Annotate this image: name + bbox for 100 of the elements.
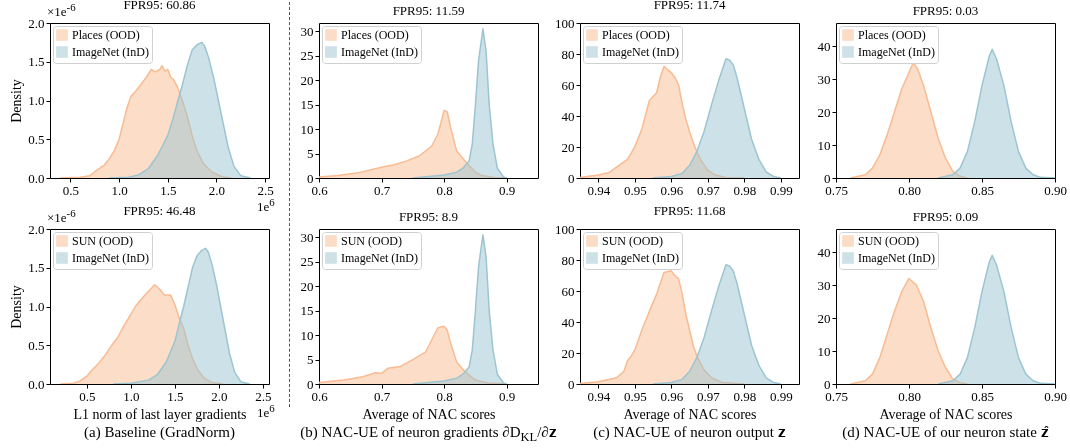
x-tick-label: 2.0 <box>208 182 226 198</box>
chart-title: FPR95: 11.59 <box>392 3 465 18</box>
x-tick-label: 0.94 <box>587 182 611 198</box>
legend-label: ImageNet (InD) <box>858 251 935 265</box>
chart-title: FPR95: 0.03 <box>912 3 979 18</box>
x-tick-label: 1.0 <box>123 388 140 404</box>
text: 1e$^{6}$ <box>257 196 275 216</box>
x-tick-label: 1.5 <box>167 388 184 404</box>
legend-label: SUN (OOD) <box>341 234 402 248</box>
legend-label: SUN (OOD) <box>602 234 663 248</box>
x-tick-label: 0.6 <box>311 388 329 404</box>
chart-title: FPR95: 60.86 <box>123 0 197 12</box>
y-tick-label: 0.0 <box>28 376 45 392</box>
y-tick-label: 80 <box>561 46 575 62</box>
x-tick-label: 2.5 <box>255 388 272 404</box>
chart-title: FPR95: 46.48 <box>123 203 196 218</box>
x-tick-label: 0.9 <box>499 182 516 198</box>
y-tick-label: 5 <box>307 146 314 162</box>
y-tick-label: 60 <box>561 283 575 299</box>
y-tick-label: 0.0 <box>28 170 45 186</box>
x-tick-label: 0.6 <box>311 182 329 198</box>
y-tick-label: 100 <box>555 15 575 31</box>
x-tick-label: 0.97 <box>696 388 721 404</box>
y-tick-label: 30 <box>817 71 831 87</box>
y-tick-label: 2.0 <box>28 15 45 31</box>
y-tick-label: 1.0 <box>28 93 45 108</box>
y-tick-label: 20 <box>300 278 314 294</box>
y-tick-label: 30 <box>300 23 314 39</box>
y-tick-label: 2.0 <box>28 221 45 237</box>
legend-label: Places (OOD) <box>602 28 670 42</box>
y-tick-label: 40 <box>817 244 831 260</box>
y-axis-title: Density <box>9 79 25 123</box>
legend-label: ImageNet (InD) <box>341 45 418 59</box>
x-tick-label: 0.85 <box>971 182 994 198</box>
legend-label: ImageNet (InD) <box>341 251 418 265</box>
legend-label: ImageNet (InD) <box>602 251 679 265</box>
x-tick-label: 0.5 <box>62 182 80 198</box>
y-tick-label: 20 <box>561 345 575 361</box>
x-tick-label: 2.5 <box>257 182 274 198</box>
legend-label: Places (OOD) <box>858 28 926 42</box>
x-tick-label: 0.7 <box>373 182 391 198</box>
y-tick-label: 0 <box>568 376 575 392</box>
chart-title: FPR95: 0.09 <box>912 209 979 224</box>
y-tick-label: 40 <box>561 314 575 330</box>
legend-label: ImageNet (InD) <box>72 251 149 265</box>
y-tick-label: 10 <box>300 327 314 343</box>
x-tick-label: 0.98 <box>733 182 757 198</box>
text: ×1e$^{-6}$ <box>47 207 76 227</box>
y-tick-label: 0 <box>568 170 575 186</box>
x-tick-label: 0.97 <box>696 182 721 198</box>
y-tick-label: 60 <box>561 77 575 93</box>
chart-title: FPR95: 11.68 <box>653 203 726 218</box>
x-axis-title: Average of NAC scores <box>623 406 757 422</box>
x-tick-label: 0.99 <box>769 182 793 198</box>
legend-label: SUN (OOD) <box>72 234 133 248</box>
y-tick-label: 100 <box>555 221 575 237</box>
y-tick-label: 10 <box>300 121 314 137</box>
x-tick-label: 0.99 <box>769 388 793 404</box>
y-tick-label: 30 <box>300 229 314 245</box>
x-axis-title: Average of NAC scores <box>362 406 496 422</box>
text: 1e$^{6}$ <box>257 402 275 422</box>
y-tick-label: 10 <box>817 343 831 359</box>
chart-title: FPR95: 8.9 <box>398 209 459 224</box>
text: (c) NAC-UE of neuron output 𝐳 <box>592 424 787 441</box>
x-tick-label: 1.0 <box>111 182 128 198</box>
x-tick-label: 0.95 <box>623 182 647 198</box>
x-tick-label: 0.98 <box>733 388 757 404</box>
legend-label: SUN (OOD) <box>858 234 919 248</box>
legend-label: ImageNet (InD) <box>72 45 149 59</box>
text: (b) NAC-UE of neuron gradients ∂D$_{KL}$/∂𝐳 <box>299 424 558 445</box>
y-tick-label: 0 <box>307 376 314 392</box>
y-tick-label: 20 <box>561 139 575 155</box>
y-tick-label: 15 <box>300 303 314 319</box>
y-tick-label: 0 <box>307 170 314 186</box>
x-tick-label: 0.96 <box>660 388 684 404</box>
y-tick-label: 80 <box>561 252 575 268</box>
y-tick-label: 1.0 <box>28 299 45 314</box>
x-tick-label: 0.9 <box>499 388 516 404</box>
y-tick-label: 5 <box>307 352 314 368</box>
x-tick-label: 0.90 <box>1044 182 1067 198</box>
y-tick-label: 30 <box>817 277 831 293</box>
y-tick-label: 40 <box>817 38 831 54</box>
y-tick-label: 1.5 <box>28 260 45 276</box>
x-axis-title: L1 norm of last layer gradients <box>73 406 247 422</box>
legend-label: ImageNet (InD) <box>602 45 679 59</box>
x-tick-label: 1.5 <box>160 182 177 198</box>
y-tick-label: 15 <box>300 97 314 113</box>
x-tick-label: 0.5 <box>79 388 96 404</box>
legend-label: Places (OOD) <box>72 28 140 42</box>
x-tick-label: 0.96 <box>660 182 684 198</box>
text: ×1e$^{-6}$ <box>47 1 76 21</box>
x-tick-label: 0.8 <box>436 182 453 198</box>
x-tick-label: 0.80 <box>898 388 921 404</box>
y-tick-label: 1.5 <box>28 54 45 70</box>
legend-label: Places (OOD) <box>341 28 409 42</box>
x-axis-title: Average of NAC scores <box>879 406 1013 422</box>
y-tick-label: 20 <box>817 104 831 120</box>
text: (a) Baseline (GradNorm) <box>83 424 236 441</box>
x-tick-label: 0.90 <box>1044 388 1067 404</box>
y-tick-label: 10 <box>817 137 831 153</box>
